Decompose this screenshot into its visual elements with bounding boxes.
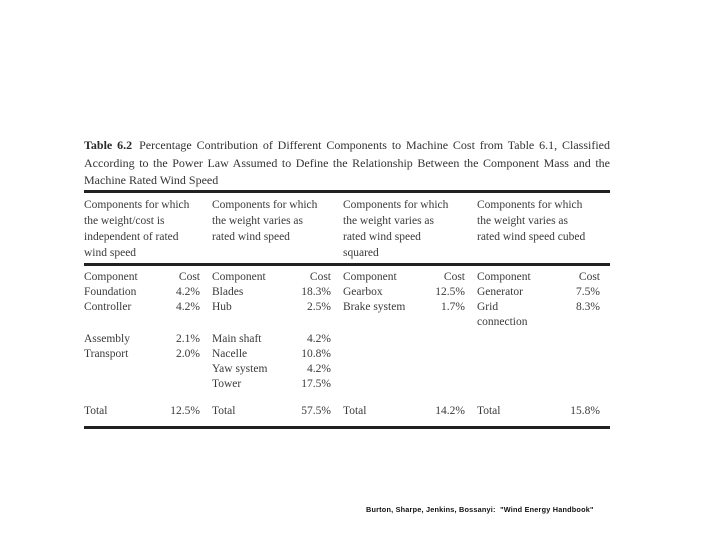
- citation: Burton, Sharpe, Jenkins, Bossanyi: "Wind…: [366, 505, 594, 514]
- total-label: Total: [343, 404, 367, 417]
- table-scan: Table 6.2 Percentage Contribution of Diff…: [84, 137, 610, 429]
- col-header-cost: Cost: [443, 270, 465, 283]
- group-header-wind-speed: Components for which the weight varies a…: [212, 198, 318, 243]
- cost-cell: 18.3%: [301, 285, 331, 298]
- total-label: Total: [84, 404, 108, 417]
- cost-cell: 2.1%: [176, 332, 200, 345]
- group-header-independent: Components for which the weight/cost is …: [84, 198, 190, 259]
- component-cell: Foundation: [84, 285, 137, 298]
- cost-cell: 17.5%: [301, 377, 331, 390]
- cost-cell: 10.8%: [301, 347, 331, 360]
- component-cell: Controller: [84, 300, 132, 313]
- table-row: Blades 18.3%: [212, 285, 331, 300]
- column-group-headers: Components for which the weight/cost is …: [84, 193, 610, 263]
- component-cell: Transport: [84, 347, 129, 360]
- component-cell: Brake system: [343, 300, 406, 313]
- total-label: Total: [477, 404, 501, 417]
- component-cell: Yaw system: [212, 362, 268, 375]
- component-cell: Hub: [212, 300, 232, 313]
- table-row: Grid connection 8.3%: [477, 300, 610, 330]
- table-row: Yaw system 4.2%: [212, 362, 331, 377]
- table-caption: Table 6.2 Percentage Contribution of Diff…: [84, 137, 610, 190]
- group-header-wind-speed-squared: Components for which the weight varies a…: [343, 198, 449, 259]
- cost-cell: 12.5%: [435, 285, 465, 298]
- group-header-wind-speed-cubed: Components for which the weight varies a…: [477, 198, 586, 243]
- cost-cell: 8.3%: [576, 300, 600, 313]
- col-header-cost: Cost: [178, 270, 200, 283]
- col-header-component: Component: [343, 270, 397, 283]
- subheader-row: Component Cost: [477, 270, 610, 285]
- group-column-3: Component Cost Gearbox 12.5% Brake syste…: [343, 270, 465, 315]
- total-value: 57.5%: [301, 404, 331, 417]
- group-column-4: Component Cost Generator 7.5% Grid conne…: [477, 270, 610, 330]
- top-rule: [84, 189, 610, 193]
- table-row: Brake system 1.7%: [343, 300, 465, 315]
- cost-cell: 2.5%: [307, 300, 331, 313]
- table-row: Transport 2.0%: [84, 347, 200, 362]
- component-cell: Tower: [212, 377, 242, 390]
- table-row: Assembly 2.1%: [84, 332, 200, 347]
- total-value: 12.5%: [170, 404, 200, 417]
- total-cell: Total 57.5%: [212, 404, 331, 419]
- component-cell: Nacelle: [212, 347, 248, 360]
- total-value: 15.8%: [570, 404, 600, 417]
- total-value: 14.2%: [435, 404, 465, 417]
- table-row: Nacelle 10.8%: [212, 347, 331, 362]
- total-label: Total: [212, 404, 236, 417]
- cost-cell: 4.2%: [307, 332, 331, 345]
- cost-cell: 4.2%: [176, 300, 200, 313]
- table-row: Foundation 4.2%: [84, 285, 200, 300]
- totals-row: Total 12.5% Total 57.5% Total 14.2% Tota…: [84, 404, 610, 419]
- total-cell: Total 14.2%: [343, 404, 465, 419]
- subheader-row: Component Cost: [212, 270, 331, 285]
- cost-cell: 4.2%: [176, 285, 200, 298]
- col-header-cost: Cost: [309, 270, 331, 283]
- col-header-component: Component: [84, 270, 138, 283]
- subheader-row: Component Cost: [84, 270, 200, 285]
- cost-cell: 7.5%: [576, 285, 600, 298]
- component-cell: Grid connection: [477, 300, 528, 328]
- table-row: Gearbox 12.5%: [343, 285, 465, 300]
- total-cell: Total 12.5%: [84, 404, 200, 419]
- component-cell: Generator: [477, 285, 523, 298]
- total-cell: Total 15.8%: [477, 404, 610, 419]
- component-cell: Assembly: [84, 332, 130, 345]
- table-row: Generator 7.5%: [477, 285, 610, 300]
- cost-cell: 2.0%: [176, 347, 200, 360]
- group-column-1: Component Cost Foundation 4.2% Controlle…: [84, 270, 200, 362]
- table-body: Component Cost Foundation 4.2% Controlle…: [84, 266, 610, 392]
- table-row: Controller 4.2%: [84, 300, 200, 315]
- table-row: Hub 2.5%: [212, 300, 331, 315]
- table-row: Main shaft 4.2%: [212, 332, 331, 347]
- table-title: Percentage Contribution of Different Com…: [84, 138, 610, 187]
- header-rule: [84, 262, 610, 266]
- component-cell: Blades: [212, 285, 244, 298]
- col-header-component: Component: [477, 270, 531, 283]
- group-column-2: Component Cost Blades 18.3% Hub 2.5% Mai…: [212, 270, 331, 392]
- cost-cell: 1.7%: [441, 300, 465, 313]
- subheader-row: Component Cost: [343, 270, 465, 285]
- component-cell: Gearbox: [343, 285, 383, 298]
- table-number: Table 6.2: [84, 138, 133, 152]
- table-row: Tower 17.5%: [212, 377, 331, 392]
- component-cell: Main shaft: [212, 332, 262, 345]
- col-header-cost: Cost: [578, 270, 600, 283]
- cost-cell: 4.2%: [307, 362, 331, 375]
- bottom-rule: [84, 425, 610, 429]
- col-header-component: Component: [212, 270, 266, 283]
